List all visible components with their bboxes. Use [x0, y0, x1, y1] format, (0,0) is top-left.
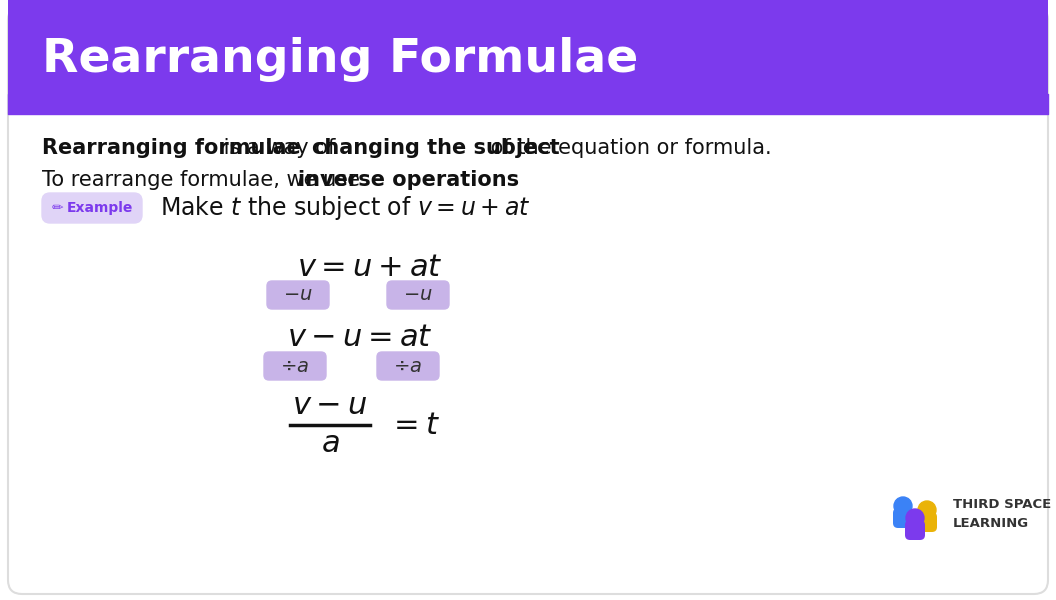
Text: .: .	[453, 170, 459, 190]
Text: ✏: ✏	[52, 201, 63, 215]
FancyBboxPatch shape	[267, 281, 329, 309]
FancyBboxPatch shape	[8, 0, 1048, 114]
Text: Rearranging formulae: Rearranging formulae	[42, 138, 301, 158]
Text: $\div a$: $\div a$	[394, 356, 422, 376]
Text: THIRD SPACE
LEARNING: THIRD SPACE LEARNING	[953, 498, 1052, 530]
Text: of the equation or formula.: of the equation or formula.	[484, 138, 772, 158]
Circle shape	[894, 497, 912, 515]
FancyBboxPatch shape	[917, 512, 937, 532]
Text: $v - u$: $v - u$	[293, 391, 367, 419]
Text: Rearranging Formulae: Rearranging Formulae	[42, 37, 638, 82]
Text: $-u$: $-u$	[403, 286, 433, 304]
FancyBboxPatch shape	[905, 520, 925, 540]
FancyBboxPatch shape	[42, 193, 142, 223]
Text: changing the subject: changing the subject	[312, 138, 560, 158]
Circle shape	[906, 509, 924, 527]
FancyBboxPatch shape	[386, 281, 449, 309]
Text: $-u$: $-u$	[283, 286, 313, 304]
Text: $= t$: $= t$	[388, 410, 440, 439]
Text: inverse operations: inverse operations	[298, 170, 520, 190]
FancyBboxPatch shape	[377, 352, 439, 380]
Text: To rearrange formulae, we use: To rearrange formulae, we use	[42, 170, 366, 190]
Text: $a$: $a$	[321, 428, 339, 457]
Text: $\div a$: $\div a$	[281, 356, 309, 376]
Text: Example: Example	[67, 201, 133, 215]
Text: $v = u + at$: $v = u + at$	[297, 253, 442, 283]
FancyBboxPatch shape	[8, 6, 1048, 594]
Text: $v - u = at$: $v - u = at$	[287, 323, 433, 352]
Text: is a way of: is a way of	[216, 138, 342, 158]
Circle shape	[918, 501, 936, 519]
Text: Make $t$ the subject of $v = u + at$: Make $t$ the subject of $v = u + at$	[161, 194, 530, 222]
FancyBboxPatch shape	[893, 508, 913, 528]
FancyBboxPatch shape	[264, 352, 326, 380]
